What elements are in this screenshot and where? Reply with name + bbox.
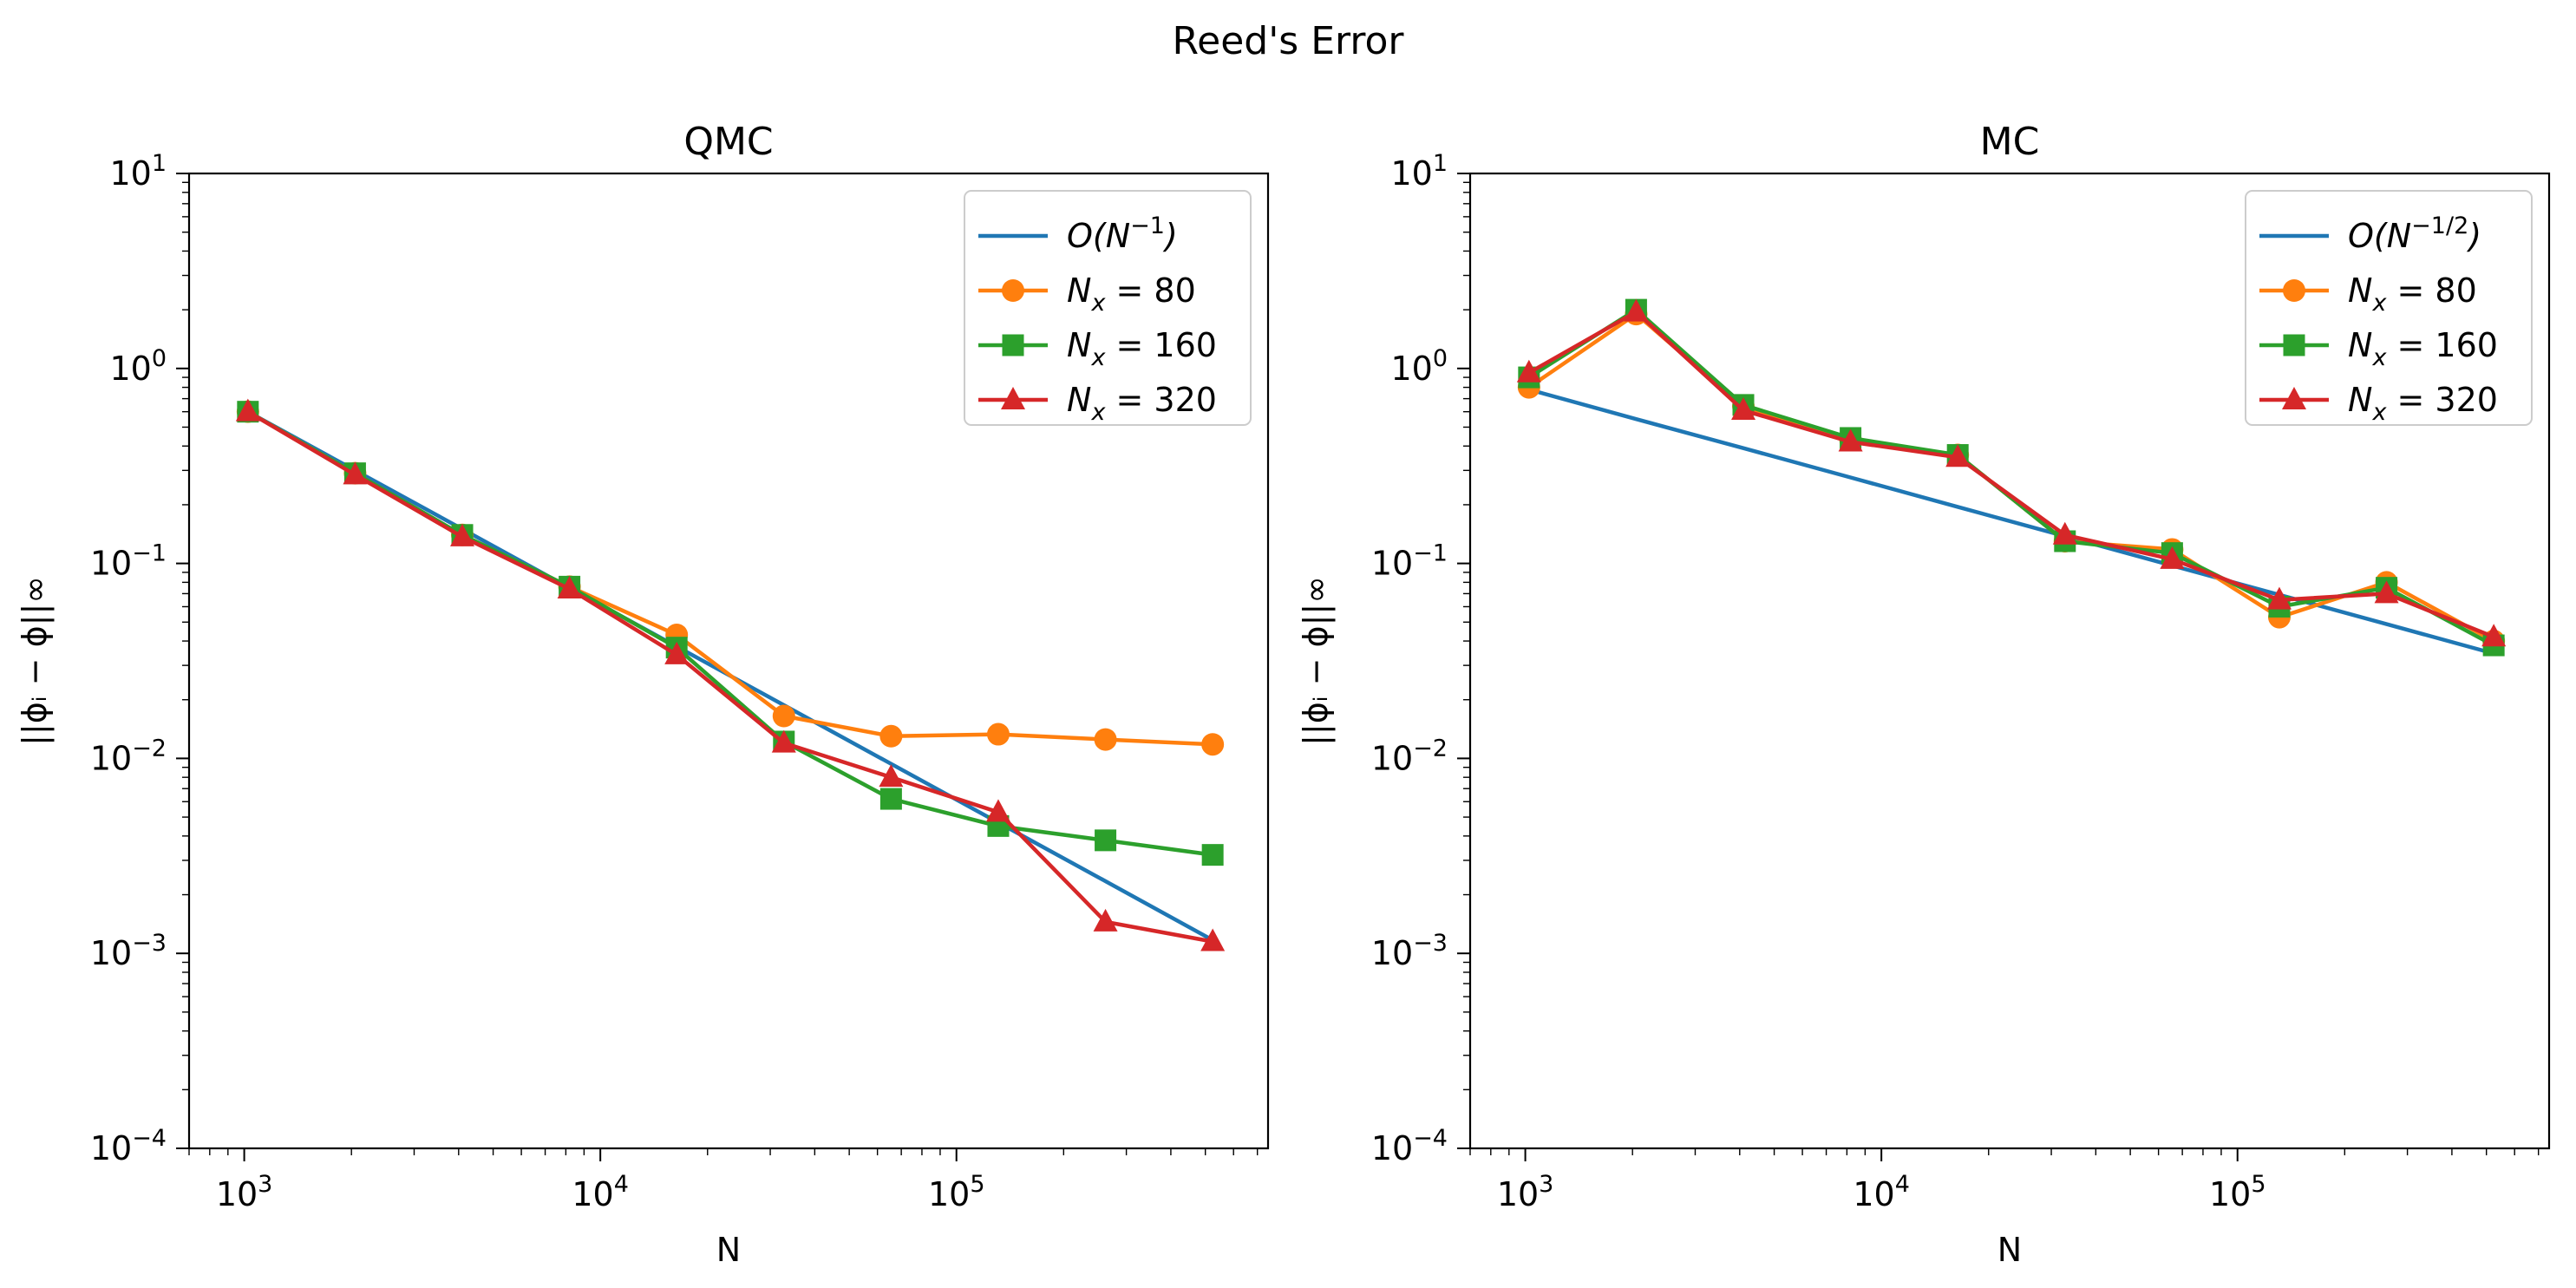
subplot-title: QMC bbox=[683, 120, 773, 164]
data-point bbox=[2266, 586, 2292, 610]
data-point bbox=[1945, 444, 1971, 467]
y-tick-label: 10−1 bbox=[90, 540, 167, 583]
subplot-title: MC bbox=[1980, 120, 2040, 164]
y-tick-label: 10−4 bbox=[90, 1125, 167, 1167]
data-point bbox=[1201, 733, 1225, 756]
figure-title: Reed's Error bbox=[1173, 19, 1405, 63]
x-tick-label: 105 bbox=[2209, 1171, 2266, 1213]
legend-label: Nx = 80 bbox=[1067, 271, 1196, 317]
x-tick-label: 104 bbox=[1853, 1171, 1910, 1213]
x-axis-label: N bbox=[716, 1231, 741, 1269]
legend-label: Nx = 320 bbox=[2348, 381, 2498, 426]
legend-marker bbox=[1002, 279, 1024, 302]
y-tick-label: 10−2 bbox=[1371, 735, 1448, 777]
y-axis-label: ||ϕᵢ − ϕ||∞ bbox=[16, 576, 55, 746]
data-point bbox=[1200, 928, 1226, 951]
data-point bbox=[450, 523, 475, 546]
data-point bbox=[343, 461, 368, 485]
x-tick-label: 105 bbox=[928, 1171, 985, 1213]
data-point bbox=[1094, 728, 1117, 751]
panel-mc: MC N ||ϕᵢ − ϕ||∞ 103 104 105 10−4 10−3 10−2 10−1 1… bbox=[1297, 120, 2551, 1269]
series-line bbox=[1527, 310, 2495, 639]
data-point bbox=[1201, 844, 1224, 866]
panel-qmc: QMC N ||ϕᵢ − ϕ||∞ 103 104 105 10−4 10−3 10−2 10−1… bbox=[16, 120, 1270, 1269]
y-tick-label: 10−3 bbox=[1371, 930, 1448, 972]
legend-label: O(N−1/2) bbox=[2348, 212, 2481, 255]
x-tick-label: 103 bbox=[216, 1171, 273, 1213]
data-point bbox=[557, 575, 582, 598]
x-tick-label: 103 bbox=[1497, 1171, 1554, 1213]
y-tick-label: 10−4 bbox=[1371, 1125, 1448, 1167]
legend-box bbox=[964, 190, 1252, 426]
data-point bbox=[2160, 546, 2185, 569]
data-point bbox=[986, 722, 1010, 746]
plot-frame bbox=[1468, 172, 2551, 1150]
y-tick-label: 100 bbox=[109, 345, 167, 388]
y-tick-label: 10−2 bbox=[90, 735, 167, 777]
legend: O(N−1/2) Nx = 80 Nx = 160 Nx = 320 bbox=[2245, 190, 2533, 426]
series-3 bbox=[235, 398, 1226, 951]
y-tick-label: 10−3 bbox=[90, 930, 167, 972]
legend-marker bbox=[2283, 279, 2305, 302]
legend: O(N−1) Nx = 80 Nx = 160 Nx = 320 bbox=[964, 190, 1252, 426]
legend-label: O(N−1) bbox=[1067, 212, 1178, 255]
data-point bbox=[879, 724, 903, 748]
data-point bbox=[1838, 428, 1863, 452]
series-1 bbox=[236, 400, 1225, 756]
data-point bbox=[2374, 580, 2399, 604]
data-point bbox=[1516, 359, 1541, 382]
data-point bbox=[879, 788, 902, 810]
legend-marker bbox=[2283, 334, 2305, 356]
legend-marker bbox=[1002, 334, 1024, 356]
series-0 bbox=[1528, 387, 2494, 656]
data-point bbox=[2481, 624, 2507, 647]
x-axis-label: N bbox=[1997, 1231, 2022, 1269]
legend-label: Nx = 320 bbox=[1067, 381, 1217, 426]
y-tick-label: 101 bbox=[1390, 150, 1448, 193]
y-axis-label: ||ϕᵢ − ϕ||∞ bbox=[1297, 576, 1336, 746]
data-point bbox=[771, 729, 796, 753]
data-point bbox=[879, 764, 904, 788]
data-point bbox=[1731, 397, 1756, 421]
legend-marker bbox=[1001, 387, 1025, 409]
data-point bbox=[1093, 908, 1118, 932]
plot-frame bbox=[187, 172, 1270, 1150]
series-line bbox=[246, 409, 1213, 857]
legend-marker bbox=[2282, 387, 2306, 409]
series-3 bbox=[1516, 298, 2507, 647]
y-tick-label: 100 bbox=[1390, 345, 1448, 388]
y-tick-label: 10−1 bbox=[1371, 540, 1448, 583]
data-point bbox=[664, 641, 690, 664]
data-point bbox=[1095, 829, 1117, 852]
legend-label: Nx = 160 bbox=[1067, 326, 1217, 371]
data-point bbox=[235, 398, 260, 422]
x-tick-label: 104 bbox=[572, 1171, 629, 1213]
data-point bbox=[2052, 521, 2077, 545]
data-point bbox=[772, 704, 795, 728]
series-2 bbox=[237, 401, 1224, 866]
y-tick-label: 101 bbox=[109, 150, 167, 193]
legend-box bbox=[2245, 190, 2533, 426]
data-point bbox=[985, 799, 1010, 822]
legend-label: Nx = 80 bbox=[2348, 271, 2477, 317]
series-line bbox=[246, 409, 1213, 944]
legend-label: Nx = 160 bbox=[2348, 326, 2498, 371]
data-point bbox=[1624, 298, 1649, 322]
series-line bbox=[1528, 387, 2494, 656]
